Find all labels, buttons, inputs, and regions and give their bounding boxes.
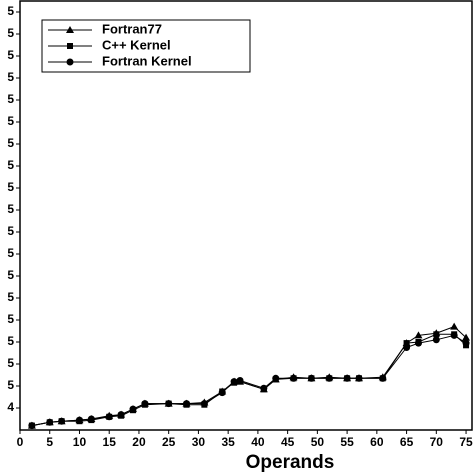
- y-tick-label: 5: [7, 356, 14, 370]
- x-tick-label: 65: [400, 435, 414, 449]
- marker: [58, 417, 66, 425]
- y-tick-label: 4: [7, 400, 14, 414]
- y-tick-label: 5: [7, 246, 14, 260]
- marker: [105, 413, 113, 421]
- marker: [28, 422, 36, 430]
- marker: [183, 400, 191, 408]
- marker: [117, 411, 125, 419]
- x-axis-label: Operands: [246, 452, 335, 473]
- y-tick-label: 5: [7, 202, 14, 216]
- x-tick-label: 60: [370, 435, 384, 449]
- plot-frame: [19, 0, 473, 431]
- y-tick-label: 5: [7, 290, 14, 304]
- legend-label: Fortran77: [102, 21, 162, 36]
- x-tick-label: 15: [103, 435, 117, 449]
- x-tick-label: 40: [251, 435, 265, 449]
- y-tick-label: 5: [7, 4, 14, 18]
- marker: [165, 400, 173, 408]
- marker: [403, 340, 410, 347]
- marker: [218, 389, 226, 397]
- marker: [66, 58, 74, 66]
- y-tick-label: 5: [7, 334, 14, 348]
- x-tick-label: 0: [17, 435, 24, 449]
- y-tick-label: 5: [7, 26, 14, 40]
- y-tick-label: 5: [7, 158, 14, 172]
- y-tick-label: 5: [7, 70, 14, 84]
- marker: [129, 405, 137, 413]
- x-tick-label: 50: [311, 435, 325, 449]
- marker: [87, 415, 95, 423]
- y-tick-label: 5: [7, 180, 14, 194]
- marker: [66, 26, 74, 33]
- y-tick-label: 5: [7, 92, 14, 106]
- x-tick-label: 70: [430, 435, 444, 449]
- marker: [46, 418, 54, 426]
- x-tick-label: 35: [221, 435, 235, 449]
- marker: [307, 374, 315, 382]
- marker: [462, 333, 471, 341]
- y-tick-label: 5: [7, 312, 14, 326]
- legend-label: Fortran Kernel: [102, 53, 192, 68]
- marker: [433, 331, 440, 338]
- y-tick-label: 5: [7, 136, 14, 150]
- marker: [462, 339, 470, 347]
- x-tick-label: 55: [340, 435, 354, 449]
- marker: [272, 374, 280, 382]
- legend-label: C++ Kernel: [102, 37, 171, 52]
- marker: [67, 43, 73, 49]
- x-tick-label: 20: [132, 435, 146, 449]
- marker: [450, 322, 459, 330]
- series-line: [31, 326, 467, 427]
- x-tick-label: 5: [46, 435, 53, 449]
- marker: [379, 374, 387, 382]
- marker: [200, 400, 208, 408]
- marker: [230, 378, 238, 386]
- y-tick-label: 5: [7, 268, 14, 282]
- y-tick-label: 5: [7, 48, 14, 62]
- y-tick-label: 5: [7, 378, 14, 392]
- series-line: [31, 333, 467, 427]
- marker: [432, 336, 440, 344]
- marker: [141, 400, 149, 408]
- series-line: [31, 334, 467, 427]
- marker: [355, 374, 363, 382]
- x-tick-label: 10: [73, 435, 87, 449]
- x-tick-label: 45: [281, 435, 295, 449]
- marker: [414, 339, 422, 347]
- marker: [403, 344, 411, 351]
- marker: [75, 416, 83, 424]
- marker: [414, 331, 423, 339]
- marker: [343, 374, 351, 382]
- marker: [450, 331, 458, 339]
- x-tick-label: 30: [192, 435, 206, 449]
- y-tick-label: 5: [7, 224, 14, 238]
- marker: [236, 377, 244, 384]
- marker: [290, 374, 298, 382]
- y-tick-label: 5: [7, 114, 14, 128]
- x-tick-label: 75: [459, 435, 473, 449]
- marker: [260, 384, 268, 392]
- marker: [325, 374, 333, 382]
- x-tick-label: 25: [162, 435, 176, 449]
